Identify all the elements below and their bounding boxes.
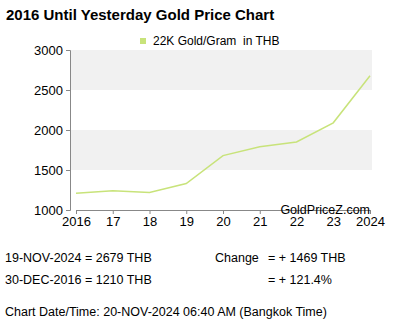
grid-band bbox=[70, 50, 372, 90]
legend: 22K Gold/Gram in THB bbox=[140, 34, 280, 48]
x-tick-label: 19 bbox=[180, 214, 194, 229]
y-axis: 1000 1500 2000 2500 3000 bbox=[34, 43, 70, 218]
y-tick-mark bbox=[66, 90, 70, 91]
y-tick-label: 2000 bbox=[34, 123, 63, 138]
y-tick: 2000 bbox=[34, 123, 70, 138]
annotation: = + 121.4% bbox=[268, 273, 332, 287]
x-tick: 20 bbox=[216, 210, 230, 229]
grid-bands bbox=[70, 50, 372, 170]
legend-label: 22K Gold/Gram in THB bbox=[153, 34, 280, 48]
x-tick: 17 bbox=[106, 210, 120, 229]
y-tick-label: 3000 bbox=[34, 43, 63, 58]
y-tick-mark bbox=[66, 50, 70, 51]
x-tick-label: 20 bbox=[216, 214, 230, 229]
x-tick: 18 bbox=[143, 210, 157, 229]
title: 2016 Until Yesterday Gold Price Chart bbox=[6, 6, 274, 23]
background bbox=[0, 0, 400, 330]
annotation: 30-DEC-2016 = 1210 THB bbox=[5, 273, 152, 287]
y-tick-mark bbox=[66, 130, 70, 131]
y-tick: 3000 bbox=[34, 43, 70, 58]
y-tick-label: 2500 bbox=[34, 83, 63, 98]
annotation: Chart Date/Time: 20-NOV-2024 06:40 AM (B… bbox=[5, 305, 327, 319]
y-tick: 2500 bbox=[34, 83, 70, 98]
annotation: GoldPriceZ.com bbox=[280, 203, 370, 217]
annotation: = + 1469 THB bbox=[268, 251, 346, 265]
grid-band bbox=[70, 130, 372, 170]
y-tick: 1500 bbox=[34, 163, 70, 178]
annotation: 19-NOV-2024 = 2679 THB bbox=[5, 251, 152, 265]
x-tick-label: 18 bbox=[143, 214, 157, 229]
x-tick: 21 bbox=[253, 210, 267, 229]
y-tick-label: 1500 bbox=[34, 163, 63, 178]
y-tick-label: 1000 bbox=[34, 203, 63, 218]
y-tick-mark bbox=[66, 210, 70, 211]
annotation: Change bbox=[215, 251, 259, 265]
y-axis-line bbox=[66, 51, 71, 211]
annotations: GoldPriceZ.com 19-NOV-2024 = 2679 THB 30-D… bbox=[5, 203, 370, 319]
x-tick-label: 17 bbox=[106, 214, 120, 229]
chart: 2016 Until Yesterday Gold Price Chart 22K… bbox=[0, 0, 400, 330]
series-line bbox=[76, 76, 370, 194]
x-tick: 2016 bbox=[62, 210, 91, 229]
legend-swatch bbox=[140, 38, 146, 44]
x-tick-label: 2016 bbox=[62, 214, 91, 229]
x-tick-label: 21 bbox=[253, 214, 267, 229]
y-tick-mark bbox=[66, 170, 70, 171]
plot-marks bbox=[76, 76, 370, 194]
x-tick: 19 bbox=[180, 210, 194, 229]
